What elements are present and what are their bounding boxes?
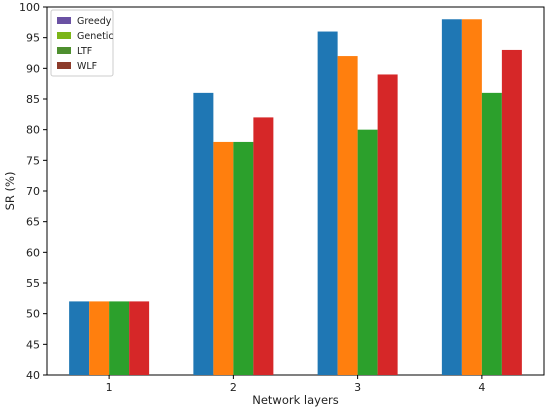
x-tick-label: 2 [230,381,237,394]
bar-2-layer-2 [213,141,234,375]
bars-group [69,19,522,376]
y-tick-label: 40 [26,369,40,382]
bar-1-layer-1 [69,301,90,375]
bar-3-layer-1 [109,301,130,375]
plot-area: 40 45 50 55 60 65 70 75 80 85 90 95 100 1 2 3 4 [19,1,545,394]
x-axis-label: Network layers [252,393,339,407]
y-tick-label: 60 [26,246,40,259]
x-tick-label: 1 [106,381,113,394]
y-tick-label: 50 [26,308,40,321]
y-tick-label: 85 [26,93,40,106]
y-axis-label: SR (%) [3,172,17,211]
y-tick-label: 100 [19,1,40,14]
x-tick-label: 4 [478,381,485,394]
y-tick-label: 45 [26,338,40,351]
y-tick-label: 95 [26,32,40,45]
y-tick-label: 55 [26,277,40,290]
legend-swatch-greedy [57,17,71,24]
bar-2-layer-3 [337,56,358,376]
y-tick-label: 75 [26,154,40,167]
y-tick-label: 80 [26,124,40,137]
legend-swatch-ltf [57,47,71,54]
legend-label-wlf: WLF [77,61,97,72]
bar-1-layer-2 [193,92,214,375]
bar-4-layer-3 [377,74,398,375]
legend-box [50,9,114,77]
bar-1-layer-3 [317,31,338,376]
legend-swatch-genetic [57,32,71,39]
y-tick-label: 90 [26,62,40,75]
bar-1-layer-4 [441,19,462,376]
bar-2-layer-4 [461,19,482,376]
legend: Greedy Genetic LTF WLF [50,9,114,77]
y-tick-label: 70 [26,185,40,198]
legend-label-genetic: Genetic [77,31,114,42]
bar-3-layer-4 [481,92,502,375]
bar-2-layer-1 [89,301,110,375]
legend-label-ltf: LTF [77,46,92,57]
bar-3-layer-3 [357,129,378,375]
bar-4-layer-4 [501,49,522,375]
x-tick-label: 3 [354,381,361,394]
y-tick-label: 65 [26,216,40,229]
bar-3-layer-2 [233,141,254,375]
bar-4-layer-2 [253,117,274,376]
y-axis-ticks: 40 45 50 55 60 65 70 75 80 85 90 95 100 [19,1,47,382]
legend-label-greedy: Greedy [77,16,112,27]
bar-4-layer-1 [129,301,150,375]
x-axis-ticks: 1 2 3 4 [106,375,485,394]
legend-swatch-wlf [57,62,71,69]
